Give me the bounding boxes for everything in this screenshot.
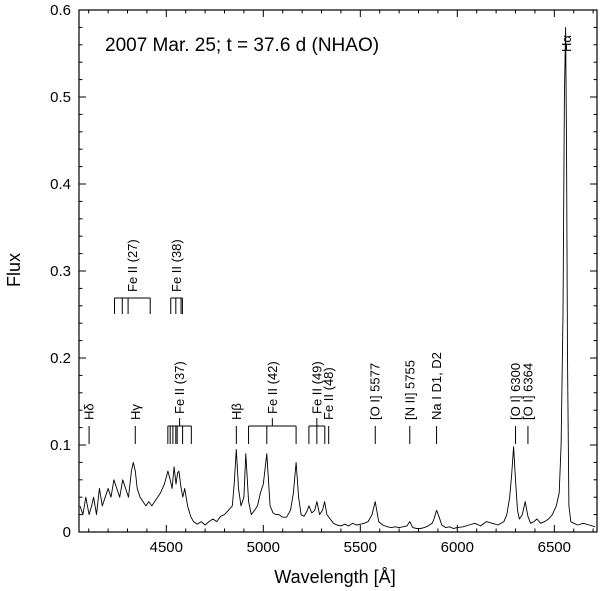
line-id-label: [O I] 5577 bbox=[368, 363, 383, 420]
y-tick-label: 0.6 bbox=[50, 2, 71, 19]
observation-annotation: 2007 Mar. 25; t = 37.6 d (NHAO) bbox=[105, 35, 379, 56]
x-tick-label: 5000 bbox=[247, 539, 280, 556]
upper-id-label: Fe II (38) bbox=[169, 239, 184, 292]
plot-frame bbox=[78, 9, 598, 533]
line-id-label: Hδ bbox=[82, 403, 97, 420]
y-tick-label: 0.3 bbox=[50, 263, 71, 280]
line-id-label: Na I D1, D2 bbox=[429, 352, 444, 420]
line-id-label: Fe II (37) bbox=[172, 361, 187, 414]
line-identification-marks: Hδ Hγ Fe II (37) Hβ Fe II (42) Fe II (49)Fe I… bbox=[82, 35, 574, 444]
y-axis-ticks: 0 0.1 0.2 0.3 0.4 0.5 0.6 bbox=[50, 2, 597, 541]
y-tick-label: 0.1 bbox=[50, 437, 71, 454]
x-tick-label: 6500 bbox=[538, 539, 571, 556]
line-id-label: Hγ bbox=[128, 404, 143, 420]
line-id-label: [O I] 6364 bbox=[520, 363, 535, 420]
upper-id-label: Fe II (27) bbox=[125, 239, 140, 292]
y-tick-label: 0.4 bbox=[50, 176, 71, 193]
spectrum-line bbox=[79, 26, 596, 529]
x-tick-label: 6000 bbox=[441, 539, 474, 556]
line-id-label: [N II] 5755 bbox=[402, 360, 417, 420]
y-tick-label: 0.2 bbox=[50, 350, 71, 367]
x-tick-label: 4500 bbox=[150, 539, 183, 556]
line-id-label: Fe II (49) bbox=[309, 361, 324, 414]
y-tick-label: 0 bbox=[63, 524, 71, 541]
line-id-label: [O I] 6300 bbox=[508, 363, 523, 420]
x-tick-label: 5500 bbox=[344, 539, 377, 556]
line-id-label: Hα bbox=[559, 35, 574, 52]
line-id-label: Hβ bbox=[229, 403, 244, 420]
y-axis-title: Flux bbox=[4, 253, 24, 287]
y-tick-label: 0.5 bbox=[50, 89, 71, 106]
x-axis-ticks: 4500 5000 5500 6000 6500 bbox=[88, 10, 594, 556]
line-id-label: Fe II (48) bbox=[321, 367, 336, 420]
x-axis-title: Wavelength [Å] bbox=[274, 567, 395, 587]
line-id-label: Fe II (42) bbox=[265, 361, 280, 414]
